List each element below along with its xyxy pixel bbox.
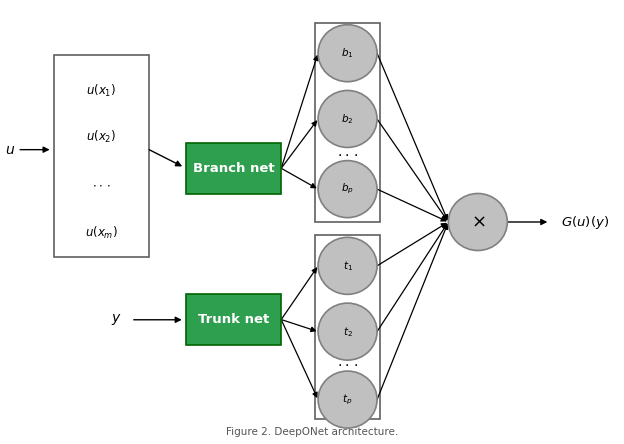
Text: $u(x_2)$: $u(x_2)$ [86, 128, 117, 145]
Ellipse shape [318, 303, 377, 360]
FancyBboxPatch shape [315, 235, 379, 419]
FancyBboxPatch shape [186, 294, 281, 345]
Text: $u(x_m)$: $u(x_m)$ [85, 225, 118, 241]
Text: Branch net: Branch net [193, 162, 275, 175]
Text: $t_{2}$: $t_{2}$ [343, 325, 353, 338]
Text: $t_{1}$: $t_{1}$ [343, 259, 353, 273]
Ellipse shape [318, 25, 377, 82]
Ellipse shape [318, 91, 377, 147]
FancyBboxPatch shape [186, 143, 281, 194]
Ellipse shape [318, 371, 377, 428]
Text: $\cdot\cdot\cdot$: $\cdot\cdot\cdot$ [337, 147, 359, 161]
Text: $\times$: $\times$ [470, 213, 485, 231]
Text: $u$: $u$ [5, 143, 15, 157]
Text: $b_{1}$: $b_{1}$ [341, 46, 354, 60]
Text: $\cdot\cdot\cdot$: $\cdot\cdot\cdot$ [92, 178, 111, 191]
Ellipse shape [318, 238, 377, 294]
Text: $b_{p}$: $b_{p}$ [341, 182, 354, 196]
Text: Trunk net: Trunk net [198, 313, 269, 326]
Ellipse shape [448, 194, 507, 250]
Text: $t_{p}$: $t_{p}$ [343, 392, 353, 407]
Text: $u(x_1)$: $u(x_1)$ [86, 83, 117, 99]
FancyBboxPatch shape [315, 23, 379, 222]
FancyBboxPatch shape [54, 56, 149, 257]
Ellipse shape [318, 161, 377, 218]
Text: $G(u)(y)$: $G(u)(y)$ [561, 214, 609, 230]
Text: $y$: $y$ [110, 312, 122, 327]
Text: $b_{2}$: $b_{2}$ [341, 112, 354, 126]
Text: $\cdot\cdot\cdot$: $\cdot\cdot\cdot$ [337, 357, 359, 372]
Text: Figure 2. DeepONet architecture.: Figure 2. DeepONet architecture. [226, 427, 398, 437]
